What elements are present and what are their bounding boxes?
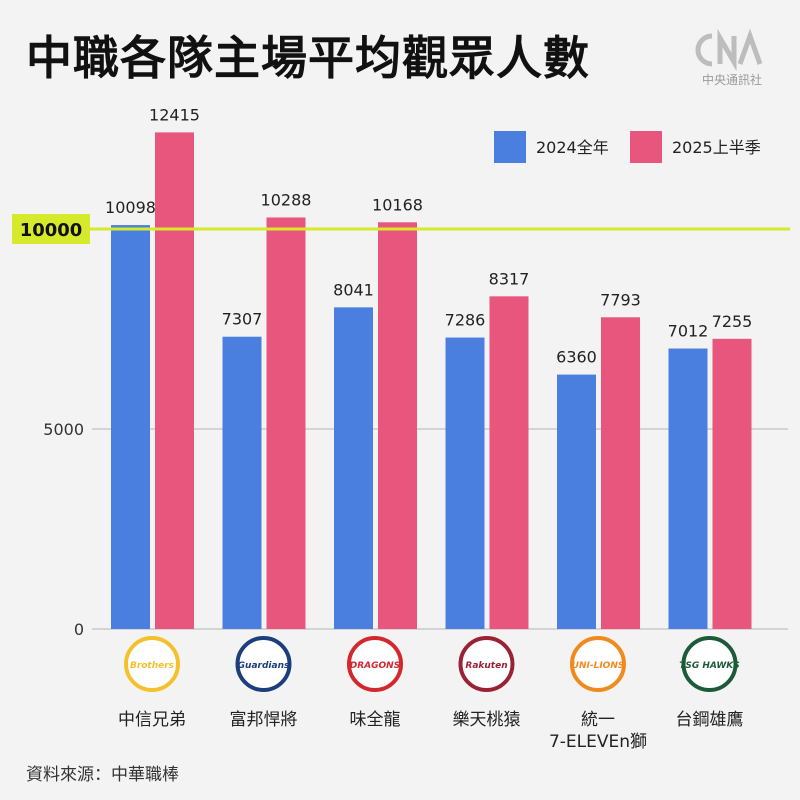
team-logo-text: DRAGONS <box>350 661 400 671</box>
bar-value-label: 8317 <box>489 269 530 288</box>
team-logo: UNI-LIONS <box>570 636 626 692</box>
team-logo: TSG HAWKS <box>679 636 740 692</box>
reference-line-label: 10000 <box>20 220 83 241</box>
bar <box>712 338 752 629</box>
reference-line-tag <box>12 214 90 244</box>
team-logo-badge <box>570 636 626 692</box>
team-logo-badge <box>124 636 180 692</box>
bar <box>334 307 373 629</box>
team-logo-badge <box>681 636 738 692</box>
legend-label: 2025上半季 <box>672 138 761 157</box>
bar-value-label: 7012 <box>668 322 709 341</box>
team-logo-text: Rakuten <box>465 661 507 671</box>
bar <box>155 132 194 629</box>
legend-swatch <box>630 131 662 163</box>
x-category-label: 統一 <box>581 710 615 730</box>
bar-value-label: 12415 <box>149 105 200 124</box>
bar <box>601 317 640 629</box>
bar-value-label: 7793 <box>600 290 641 309</box>
bar-value-label: 7286 <box>445 311 486 330</box>
bar-value-label: 8041 <box>333 280 374 299</box>
team-logo-text: TSG HAWKS <box>679 661 740 671</box>
bar-value-label: 6360 <box>556 348 597 367</box>
legend-swatch <box>494 131 526 163</box>
bar <box>266 217 306 630</box>
source-note: 資料來源：中華職棒 <box>26 765 179 785</box>
y-tick-label: 5000 <box>43 420 84 439</box>
x-category-label: 味全龍 <box>350 710 401 730</box>
bar <box>222 336 262 629</box>
team-logo-text: UNI-LIONS <box>572 661 625 671</box>
bar <box>445 337 485 629</box>
team-logo-badge <box>458 636 515 692</box>
bar-value-label: 10098 <box>105 198 156 217</box>
bar <box>378 222 417 629</box>
y-tick-label: 0 <box>74 620 84 639</box>
bar <box>489 296 529 629</box>
bar-chart: 0 5000 10098 12415 7307 10288 8041 10168 7286 831… <box>12 105 790 752</box>
x-category-label: 台鋼雄鷹 <box>676 709 744 730</box>
bar-value-label: 10168 <box>372 195 423 214</box>
bar <box>668 348 708 629</box>
bar <box>557 374 596 629</box>
cna-logo: 中央通訊社 <box>695 28 763 87</box>
cna-logo-caption: 中央通訊社 <box>702 72 762 87</box>
team-logo-text: Guardians <box>238 661 290 671</box>
x-category-label: 富邦悍將 <box>230 710 298 730</box>
team-logo-badge <box>235 636 292 692</box>
bar-value-label: 10288 <box>261 190 312 209</box>
x-category-label: 7-ELEVEn獅 <box>549 732 647 752</box>
team-logo-badge <box>347 636 403 692</box>
team-logo-text: Brothers <box>130 661 175 671</box>
bar <box>111 225 150 629</box>
legend-label: 2024全年 <box>536 138 609 157</box>
team-logo: DRAGONS <box>347 636 403 692</box>
x-category-label: 中信兄弟 <box>118 710 186 730</box>
chart-title: 中職各隊主場平均觀眾人數 <box>26 31 590 85</box>
team-logo: Brothers <box>124 636 180 692</box>
x-category-label: 樂天桃猿 <box>453 710 521 730</box>
bar-value-label: 7255 <box>712 312 753 331</box>
team-logo: Rakuten <box>458 636 515 692</box>
bar-value-label: 7307 <box>222 310 263 329</box>
team-logo: Guardians <box>235 636 292 692</box>
